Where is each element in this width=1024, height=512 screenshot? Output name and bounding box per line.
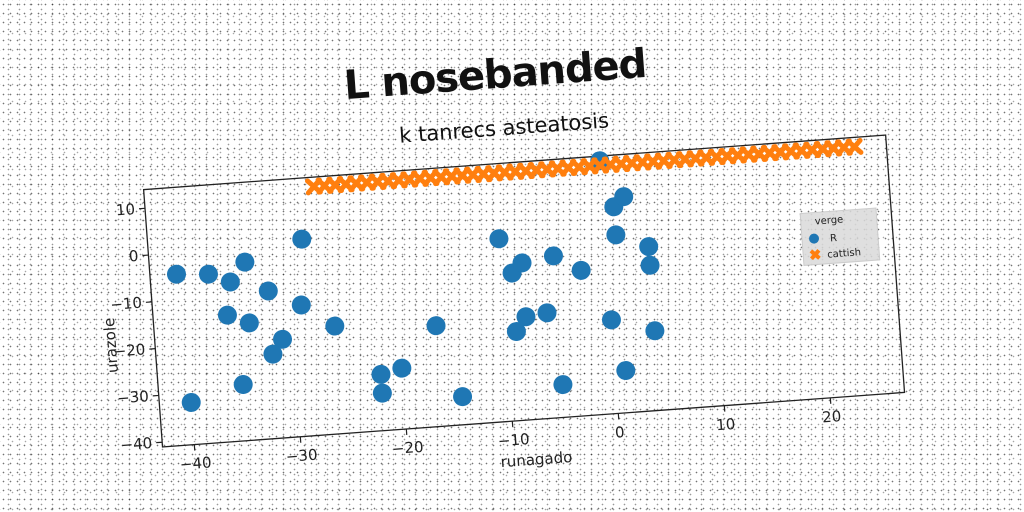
data-point-r: [235, 252, 255, 272]
data-point-r: [553, 375, 573, 395]
data-point-r: [614, 187, 634, 207]
data-point-r: [291, 295, 311, 315]
data-point-r: [426, 316, 446, 336]
data-point-r: [606, 225, 626, 245]
data-point-r: [453, 387, 473, 407]
data-point-r: [516, 307, 536, 327]
legend-marker-r: [809, 233, 820, 244]
data-point-r: [506, 322, 526, 342]
data-point-r: [590, 151, 610, 171]
data-point-r: [645, 321, 665, 341]
data-point-r: [616, 361, 636, 381]
x-tick-label: −10: [497, 430, 530, 450]
data-point-r: [392, 358, 412, 378]
y-tick-label: 0: [128, 247, 139, 266]
data-point-r: [371, 364, 391, 384]
data-point-r: [292, 229, 312, 249]
data-point-r: [640, 255, 660, 275]
legend-box: [799, 207, 881, 266]
chart-subtitle: k tanrecs asteatosis: [398, 108, 609, 147]
data-point-r: [325, 316, 345, 336]
data-point-r: [217, 305, 237, 325]
data-point-r: [571, 260, 591, 280]
plot-frame: [142, 134, 906, 448]
data-point-r: [258, 281, 278, 301]
x-tick-label: 20: [822, 407, 842, 426]
y-tick-label: −20: [113, 340, 146, 360]
data-point-r: [220, 272, 240, 292]
y-tick-label: −40: [120, 434, 153, 454]
legend-label-r: R: [830, 233, 838, 244]
chart-title: L nosebanded: [342, 41, 647, 109]
y-tick-label: 10: [115, 200, 135, 219]
data-point-r: [273, 329, 293, 349]
x-tick-label: −30: [285, 446, 318, 466]
data-point-r: [639, 237, 659, 257]
data-point-r: [198, 264, 218, 284]
data-point-r: [543, 246, 563, 266]
data-point-r: [512, 253, 532, 273]
legend-label-cattish: cattish: [827, 247, 862, 260]
data-point-r: [239, 313, 259, 333]
x-tick-label: −40: [179, 453, 212, 473]
data-point-r: [537, 303, 557, 323]
plot-area: −40 −30 −20 −10 0 10 20 −40 −30 −20 −10 0 10 verge Rca…: [110, 134, 906, 474]
data-point-r: [181, 392, 201, 412]
data-point-cattish: [845, 137, 864, 156]
data-point-r: [233, 375, 253, 395]
legend-marker-cattish: [809, 248, 821, 261]
x-axis-label: runagado: [500, 448, 573, 471]
y-tick-label: −10: [110, 294, 143, 314]
data-point-r: [166, 264, 186, 284]
data-point-r: [263, 344, 283, 364]
x-tick-label: −20: [391, 438, 424, 458]
data-point-r: [372, 383, 392, 403]
data-point-r: [601, 310, 621, 330]
x-tick-label: 10: [716, 415, 736, 434]
legend-title: verge: [814, 214, 843, 227]
data-point-r: [489, 229, 509, 249]
x-tick-label: 0: [614, 423, 625, 442]
y-axis-label: urazole: [100, 317, 122, 373]
y-tick-label: −30: [117, 387, 150, 407]
